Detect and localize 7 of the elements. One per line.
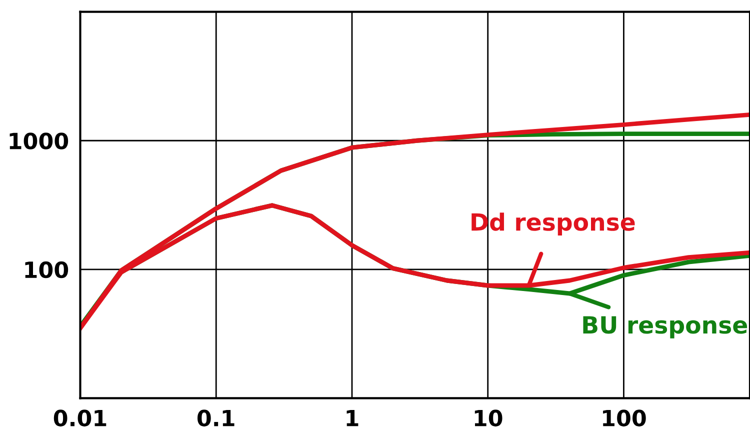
x-tick-label: 100 xyxy=(603,410,646,426)
x-tick-label: 0.01 xyxy=(54,410,106,426)
x-tick-label: 1 xyxy=(346,410,358,426)
x-tick-label: 10 xyxy=(474,410,502,426)
y-tick-label: 1000 xyxy=(10,132,68,150)
legend-label: BU response xyxy=(583,316,748,338)
x-tick-label: 0.1 xyxy=(198,410,234,426)
